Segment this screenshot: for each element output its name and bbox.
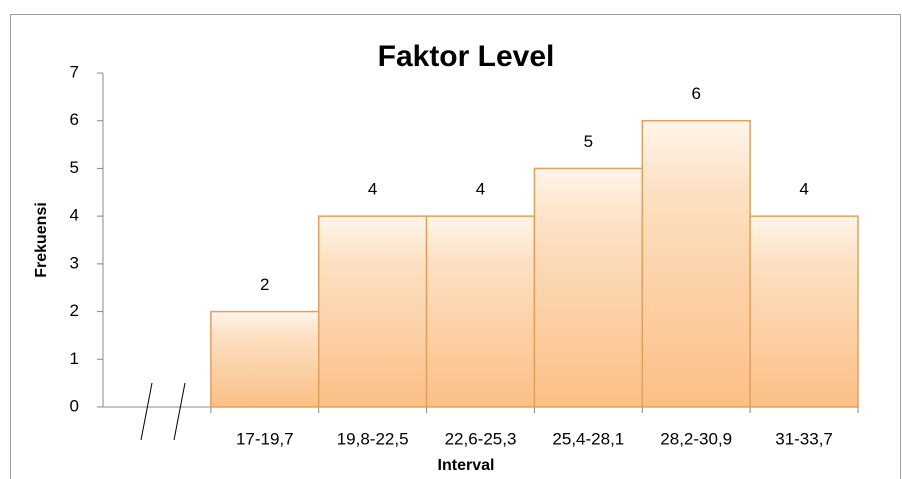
data-label: 6	[691, 84, 700, 103]
axis-break	[140, 382, 153, 441]
data-label: 4	[799, 180, 808, 199]
data-label: 4	[476, 180, 485, 199]
x-tick-label: 31-33,7	[775, 429, 833, 448]
y-tick-label: 7	[70, 62, 79, 81]
y-tick-label: 3	[70, 253, 79, 272]
y-tick-label: 6	[70, 110, 79, 129]
data-label: 5	[584, 132, 593, 151]
x-tick-label: 19,8-22,5	[337, 429, 409, 448]
bar	[749, 215, 859, 408]
y-tick-label: 0	[70, 396, 79, 415]
x-tick-label: 22,6-25,3	[445, 429, 517, 448]
chart-border	[10, 14, 901, 479]
x-tick-label: 25,4-28,1	[552, 429, 624, 448]
y-tick-label: 2	[70, 301, 79, 320]
bar	[210, 310, 320, 408]
axis-break	[173, 382, 186, 441]
y-tick-label: 4	[70, 206, 79, 225]
y-tick-label: 1	[70, 349, 79, 368]
x-axis-label: Interval	[438, 457, 495, 474]
bar	[641, 119, 751, 408]
data-label: 4	[368, 180, 377, 199]
bar	[425, 215, 536, 408]
y-axis-label: Frekuensi	[33, 202, 50, 278]
bar	[533, 167, 644, 408]
x-tick-label: 17-19,7	[236, 429, 294, 448]
bar	[317, 215, 428, 408]
x-tick-label: 28,2-30,9	[660, 429, 732, 448]
y-tick-label: 5	[70, 158, 79, 177]
chart-title: Faktor Level	[378, 40, 555, 73]
data-label: 2	[260, 275, 269, 294]
